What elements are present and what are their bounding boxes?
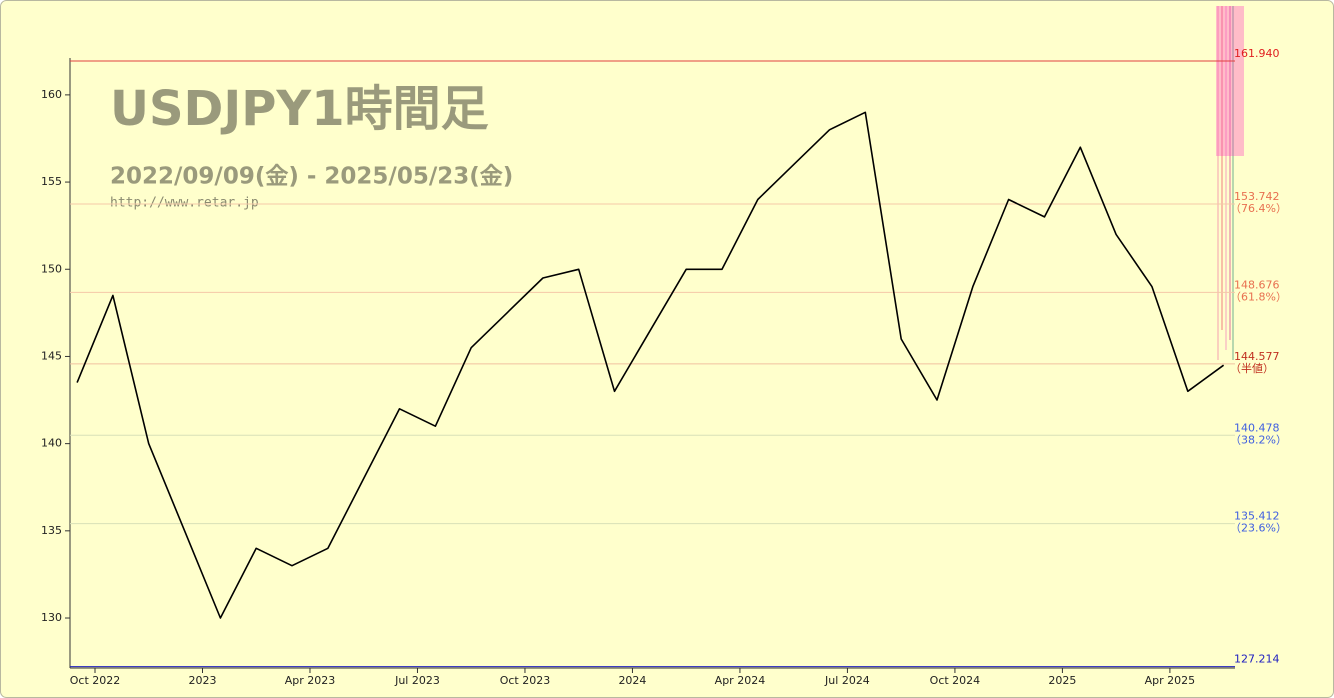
level-price: 161.940: [1234, 47, 1280, 60]
x-tick-label: 2023: [188, 674, 216, 687]
price-line: [76, 111, 1225, 619]
x-tick-label: Oct 2024: [930, 674, 981, 687]
x-tick-label: Oct 2022: [70, 674, 121, 687]
x-tick-label: Jul 2024: [824, 674, 870, 687]
x-tick-label: Apr 2025: [1145, 674, 1196, 687]
source-url: http://www.retar.jp: [110, 196, 259, 211]
y-tick-label: 130: [41, 611, 62, 624]
y-tick-label: 135: [41, 524, 62, 537]
x-tick-label: 2024: [618, 674, 646, 687]
y-tick-label: 155: [41, 175, 62, 188]
x-tick-label: Apr 2024: [715, 674, 766, 687]
y-tick-label: 160: [41, 88, 62, 101]
y-tick-label: 140: [41, 437, 62, 450]
level-ratio: （76.4%）: [1230, 202, 1287, 215]
level-price: 144.577: [1234, 350, 1280, 363]
x-tick-label: 2025: [1048, 674, 1076, 687]
level-ratio: （38.2%）: [1230, 433, 1287, 446]
level-price: 153.742: [1234, 190, 1280, 203]
chart-title: USDJPY1時間足: [110, 81, 489, 137]
y-tick-label: 145: [41, 349, 62, 362]
range-markers: [1216, 6, 1244, 360]
marker-cluster: [1216, 6, 1244, 156]
y-tick-label: 150: [41, 262, 62, 275]
level-ratio: （23.6%）: [1230, 522, 1287, 535]
chart-subtitle: 2022/09/09(金) - 2025/05/23(金): [110, 164, 513, 190]
level-ratio: （61.8%）: [1230, 290, 1287, 303]
x-tick-label: Jul 2023: [394, 674, 440, 687]
level-ratio: （半値）: [1230, 361, 1274, 375]
x-tick-label: Oct 2023: [500, 674, 551, 687]
level-price: 127.214: [1234, 653, 1280, 666]
level-price: 148.676: [1234, 278, 1280, 291]
x-tick-label: Apr 2023: [285, 674, 336, 687]
level-price: 140.478: [1234, 421, 1280, 434]
level-price: 135.412: [1234, 510, 1280, 523]
